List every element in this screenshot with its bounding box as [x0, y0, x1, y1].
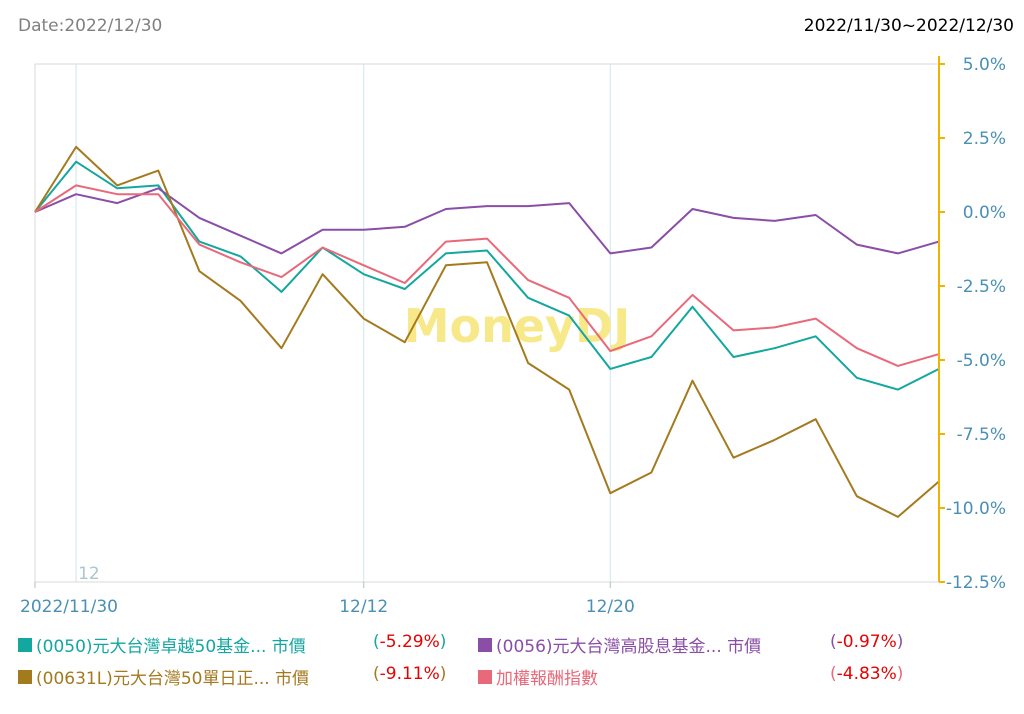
date-label: Date:2022/12/30 [18, 16, 163, 36]
y-tick-label-3: -2.5% [957, 277, 1006, 297]
legend-row-2: (00631L)元大台灣50單日正... 市價 (-9.11%) 加權報酬指數 … [18, 664, 918, 696]
series-line-2 [34, 145, 940, 518]
watermark-text: MoneyDJ [404, 299, 631, 353]
y-tick-label-0: 5.0% [963, 55, 1006, 75]
y-tick-label-1: 2.5% [963, 129, 1006, 149]
legend-label-0050: (0050)元大台灣卓越50基金... 市價 [36, 637, 306, 657]
y-tick-label-7: -12.5% [946, 573, 1006, 593]
legend-change-0050: (-5.29%) [373, 632, 447, 652]
change-value-0056: -0.97% [836, 632, 897, 652]
legend-item-taiex-return[interactable]: 加權報酬指數 [478, 664, 598, 689]
legend-change-00631l: (-9.11%) [373, 664, 447, 684]
x-axis-ticks: 2022/11/30 12/12 12/20 [20, 582, 635, 617]
change-value-00631l: -9.11% [379, 664, 440, 684]
y-axis-ticks: 5.0% 2.5% 0.0% -2.5% -5.0% -7.5% -10.0% -12.5% [939, 55, 1006, 593]
y-tick-label-5: -7.5% [957, 425, 1006, 445]
legend-change-0056: (-0.97%) [830, 632, 904, 652]
series-line-0 [34, 160, 940, 391]
change-value-0050: -5.29% [379, 632, 440, 652]
legend-row-1: (0050)元大台灣卓越50基金... 市價 (-5.29%) (0056)元大… [18, 632, 918, 664]
x-tick-label-1: 12/12 [339, 597, 388, 617]
y-tick-label-6: -10.0% [946, 499, 1006, 519]
legend-label-00631l: (00631L)元大台灣50單日正... 市價 [36, 669, 310, 689]
x-tick-label-2: 12/20 [586, 597, 635, 617]
series-layer [34, 145, 940, 518]
legend-item-00631l[interactable]: (00631L)元大台灣50單日正... 市價 [18, 664, 309, 689]
x-tick-label-0: 2022/11/30 [20, 597, 118, 617]
legend-item-0056[interactable]: (0056)元大台灣高股息基金... 市價 [478, 632, 761, 657]
legend-swatch-0050 [18, 637, 32, 652]
vertical-gridlines [75, 64, 611, 582]
change-value-taiex-return: -4.83% [836, 664, 897, 684]
legend-swatch-0056 [478, 637, 492, 652]
series-line-1 [34, 187, 940, 255]
date-range-label: 2022/11/30~2022/12/30 [803, 16, 1014, 36]
y-tick-label-2: 0.0% [963, 203, 1006, 223]
legend-swatch-taiex-return [478, 669, 492, 684]
legend-item-0050[interactable]: (0050)元大台灣卓越50基金... 市價 [18, 632, 306, 657]
legend-label-taiex-return: 加權報酬指數 [496, 669, 598, 689]
y-tick-label-4: -5.0% [957, 351, 1006, 371]
legend-change-taiex-return: (-4.83%) [830, 664, 904, 684]
legend-swatch-00631l [18, 669, 32, 684]
legend: (0050)元大台灣卓越50基金... 市價 (-5.29%) (0056)元大… [18, 632, 918, 696]
series-line-3 [34, 184, 940, 367]
legend-label-0056: (0056)元大台灣高股息基金... 市價 [496, 637, 762, 657]
line-chart: MoneyDJ 12 5.0% 2.5% 0.0% -2.5% -5.0% -7.5% -1… [20, 55, 1006, 617]
month-marker-label: 12 [78, 564, 100, 584]
